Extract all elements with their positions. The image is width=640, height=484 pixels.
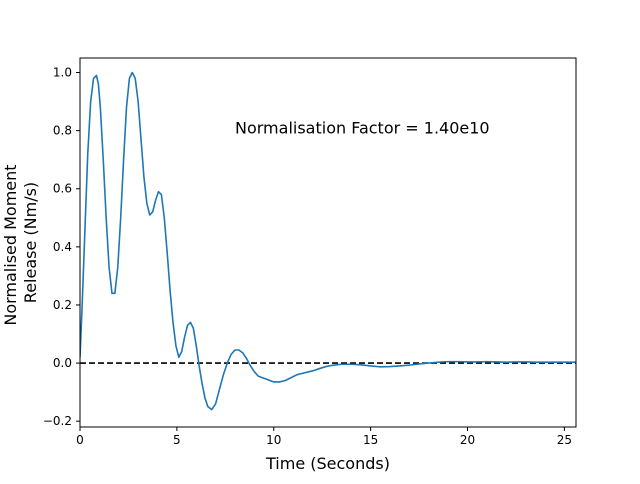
normalisation-annotation: Normalisation Factor = 1.40e10 [235,119,490,138]
moment-release-line [80,71,576,411]
x-tick-label: 15 [363,433,378,447]
y-axis-ticks: −0.2 0.0 0.2 0.4 0.6 0.8 1.0 [43,66,80,428]
y-tick-label: 0.6 [53,182,72,196]
x-tick-label: 25 [557,433,572,447]
y-axis-label: Normalised Moment Release (Nm/s) [1,159,40,325]
axes-frame [79,57,577,428]
x-tick-label: 10 [266,433,281,447]
y-tick-label: 0.8 [53,124,72,138]
y-tick-label: −0.2 [43,414,72,428]
x-axis-label: Time (Seconds) [265,454,390,473]
x-tick-label: 0 [76,433,84,447]
x-tick-label: 5 [173,433,181,447]
y-axis-label-line-1: Normalised Moment [1,164,20,325]
x-tick-label: 20 [460,433,475,447]
y-tick-label: 0.2 [53,298,72,312]
plot-area [80,71,576,411]
y-tick-label: 0.4 [53,240,72,254]
y-axis-label-line-2: Release (Nm/s) [21,182,40,303]
y-tick-label: 1.0 [53,66,72,80]
y-tick-label: 0.0 [53,356,72,370]
x-axis-ticks: 0 5 10 15 20 25 [76,427,572,447]
